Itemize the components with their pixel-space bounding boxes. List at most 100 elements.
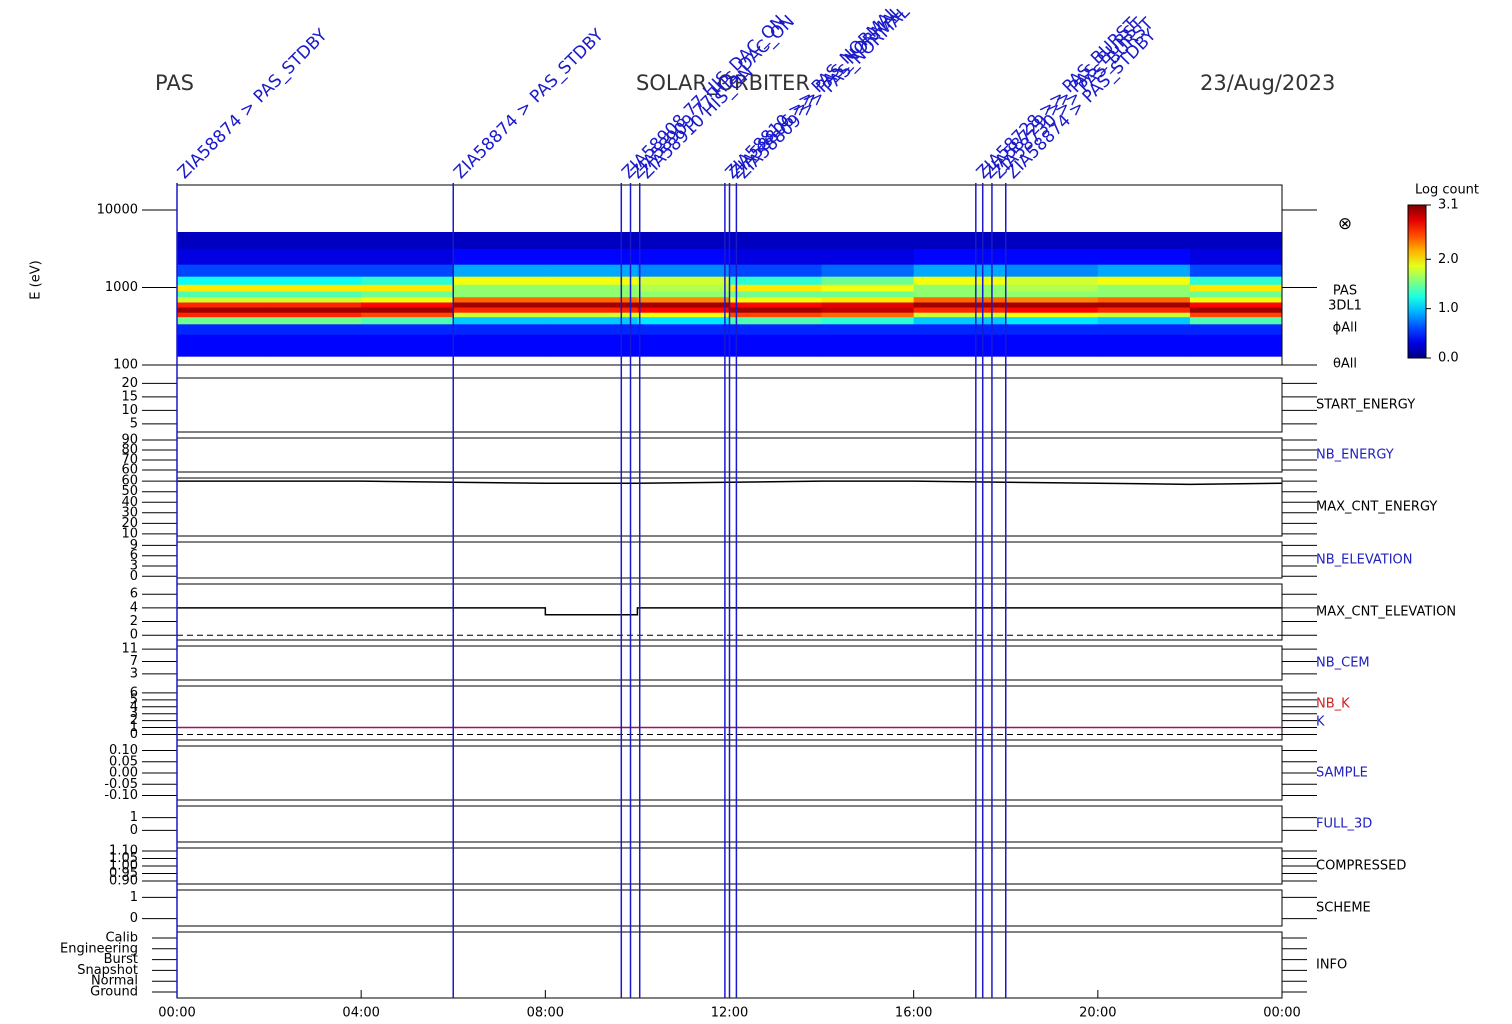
heat-cell [729, 276, 823, 285]
y-tick-label: 7 [130, 654, 138, 669]
event-label: ZIA58874 > PAS_STDBY [1003, 25, 1161, 183]
heat-cell [821, 307, 915, 313]
heat-cell [361, 301, 454, 308]
heat-cell [269, 231, 362, 249]
heat-cell [177, 323, 270, 335]
heat-cell [545, 231, 638, 249]
heat-cell [453, 307, 546, 313]
side-label: ϕAll [1333, 321, 1358, 336]
y-tick-label: 4 [130, 600, 138, 615]
heat-cell [361, 248, 454, 265]
heat-cell [729, 345, 823, 357]
heat-cell [453, 301, 546, 308]
y-category-label: Engineering [60, 941, 138, 956]
y-tick-label: 100 [113, 358, 138, 373]
heat-cell [545, 284, 638, 292]
heat-cell [821, 276, 915, 285]
panel-label: MAX_CNT_ENERGY [1316, 500, 1437, 515]
heat-cell [821, 316, 915, 325]
heat-cell [453, 231, 546, 249]
heat-cell [913, 276, 1007, 285]
panel-label: NB_CEM [1316, 656, 1370, 671]
panel-label: INFO [1316, 958, 1347, 973]
y-tick-label: 11 [121, 642, 138, 657]
colorbar-tick-label: 1.0 [1438, 301, 1459, 316]
heat-cell [1005, 296, 1099, 303]
y-tick-label: 0 [130, 569, 138, 584]
heat-cell [1189, 231, 1283, 249]
heat-cell [177, 291, 270, 298]
heat-cell [1005, 323, 1099, 335]
heat-cell [1097, 284, 1191, 292]
heat-cell [269, 291, 362, 298]
heat-cell [821, 231, 915, 249]
y-category-label: Normal [91, 974, 138, 989]
heat-cell [361, 345, 454, 357]
heat-cell [729, 316, 823, 325]
heat-cell [637, 296, 730, 303]
heat-cell [913, 334, 1007, 346]
heat-cell [1005, 345, 1099, 357]
heat-cell [269, 301, 362, 308]
panel-label: NB_K [1316, 697, 1350, 712]
x-tick-label: 20:00 [1079, 1006, 1116, 1021]
heat-cell [1189, 284, 1283, 292]
heat-cell [453, 345, 546, 357]
colorbar-tick-label: 2.0 [1438, 252, 1459, 267]
heat-cell [177, 284, 270, 292]
heat-cell [913, 307, 1007, 313]
y-tick-label: 5 [130, 692, 138, 707]
heat-cell [821, 334, 915, 346]
y-tick-label: 1 [130, 720, 138, 735]
heat-cell [545, 276, 638, 285]
heat-cell [361, 231, 454, 249]
colorbar-title: Log count [1415, 183, 1479, 198]
heat-cell [269, 323, 362, 335]
y-axis-title: E (eV) [29, 260, 44, 299]
y-tick-label: 0 [130, 823, 138, 838]
panel-label: SCHEME [1316, 901, 1371, 916]
y-tick-label: 20 [121, 376, 138, 391]
heat-cell [637, 231, 730, 249]
heat-cell [1189, 296, 1283, 303]
heat-cell [269, 248, 362, 265]
heat-cell [913, 323, 1007, 335]
heat-cell [453, 284, 546, 292]
heat-cell [729, 301, 823, 308]
heat-cell [913, 301, 1007, 308]
x-tick-label: 04:00 [342, 1006, 379, 1021]
heat-cell [269, 312, 362, 318]
panel-label: SAMPLE [1316, 766, 1368, 781]
heat-cell [545, 316, 638, 325]
heat-cell [545, 312, 638, 318]
heat-cell [1097, 316, 1191, 325]
heat-cell [913, 296, 1007, 303]
heat-cell [729, 307, 823, 313]
y-tick-label: -0.10 [104, 788, 138, 803]
y-tick-label: 10 [121, 403, 138, 418]
y-tick-label: 0 [130, 628, 138, 643]
heat-cell [1097, 334, 1191, 346]
heat-cell [177, 334, 270, 346]
side-label: PAS [1333, 284, 1357, 299]
heat-cell [821, 284, 915, 292]
heat-cell [361, 334, 454, 346]
y-tick-label: 60 [121, 474, 138, 489]
panel-label: COMPRESSED [1316, 859, 1406, 874]
heat-cell [1005, 301, 1099, 308]
heat-cell [913, 345, 1007, 357]
y-tick-label: 70 [121, 453, 138, 468]
heat-cell [545, 296, 638, 303]
heat-cell [1005, 248, 1099, 265]
y-tick-label: 20 [121, 516, 138, 531]
heat-cell [821, 345, 915, 357]
side-label: θAll [1333, 357, 1357, 372]
heat-cell [177, 345, 270, 357]
heat-cell [637, 334, 730, 346]
y-tick-label: 0 [130, 727, 138, 742]
heat-cell [361, 307, 454, 313]
y-tick-label: 3 [130, 706, 138, 721]
y-tick-label: 6 [130, 587, 138, 602]
flux-symbol: ⊗ [1338, 214, 1352, 234]
heat-cell [1005, 312, 1099, 318]
